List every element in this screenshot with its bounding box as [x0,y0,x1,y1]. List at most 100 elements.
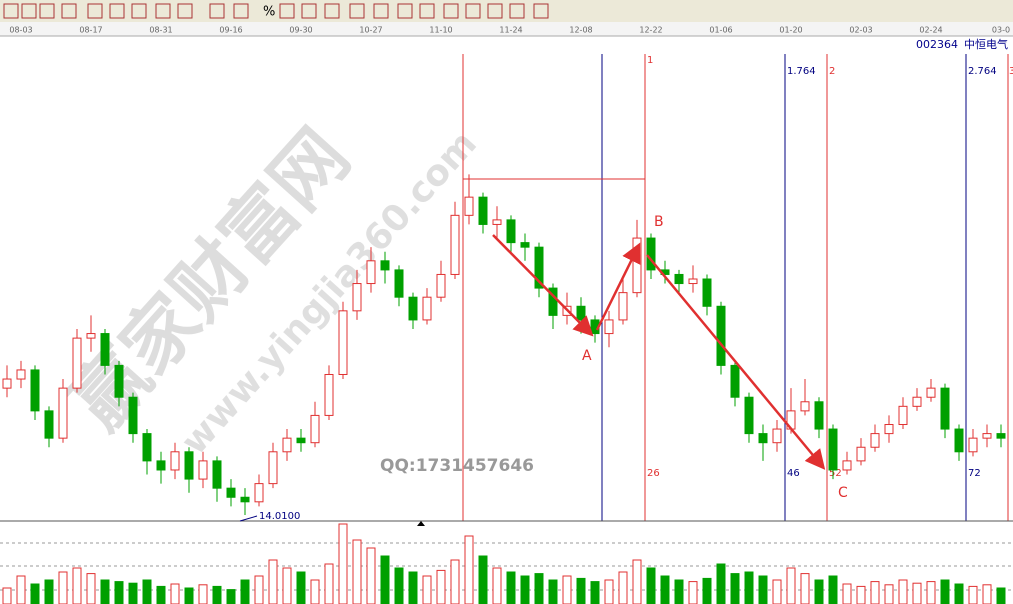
candle-body [58,387,68,439]
candle-body [198,460,208,480]
qq-text: QQ:1731457646 [380,456,534,476]
time-zone-label: 1 [647,55,653,66]
toolbar-icon[interactable] [509,3,525,19]
x-tick-label: 12-22 [639,26,662,35]
candle-body [800,401,810,412]
toolbar-icon[interactable] [324,3,340,19]
volume-bar [772,579,782,604]
toolbar-icon[interactable] [301,3,317,19]
candle-body [688,278,698,285]
toolbar-icon[interactable] [39,3,55,19]
candle-body [310,414,320,444]
x-tick-label: 02-03 [849,26,872,35]
toolbar-icon[interactable] [209,3,225,19]
candle-body [996,433,1006,439]
low-pointer [239,515,258,522]
volume-bar [884,584,894,604]
volume-bar [758,575,768,604]
x-tick-label: 12-08 [569,26,592,35]
candle-body [324,373,334,416]
volume-bar [786,567,796,604]
stock-name: 中恒电气 [964,37,1008,51]
volume-bar [324,563,334,604]
candle-body [408,296,418,321]
candle-body [982,433,992,439]
toolbar-icon[interactable] [465,3,481,19]
candle-body [170,451,180,471]
candle-body [576,305,586,321]
toolbar-icon[interactable] [443,3,459,19]
volume-bar [674,579,684,604]
wave-label: A [582,348,592,364]
wave-arrow [646,254,826,470]
stock-code: 002364 [916,38,958,51]
volume-bar [380,555,390,604]
candle-body [758,433,768,444]
x-tick-label: 08-31 [149,26,172,35]
volume-bar [16,575,26,604]
time-zone-label: 2 [829,66,835,77]
candle-body [534,246,544,289]
toolbar-icon[interactable] [21,3,37,19]
volume-bar [436,569,446,604]
toolbar-icon[interactable] [373,3,389,19]
toolbar-icon[interactable] [61,3,77,19]
toolbar-icon[interactable] [155,3,171,19]
volume-bar [842,583,852,604]
x-tick-label: 09-16 [219,26,242,35]
volume-bar [478,555,488,604]
time-zone-label: 2.764 [968,66,997,77]
toolbar-icon[interactable] [419,3,435,19]
volume-bar [170,583,180,604]
volume-bar [184,587,194,604]
volume-bar [898,579,908,604]
toolbar-icon[interactable] [177,3,193,19]
candle-body [44,410,54,439]
candle-body [338,310,348,375]
toolbar-icon[interactable] [533,3,549,19]
candle-body [72,337,82,389]
volume-bar [44,579,54,604]
x-tick-label: 11-24 [499,26,522,35]
toolbar-icon[interactable] [3,3,19,19]
candle-body [184,451,194,480]
candle-body [520,242,530,248]
x-tick-label: 03-0 [992,26,1010,35]
candle-body [954,428,964,453]
toolbar-icon[interactable] [109,3,125,19]
x-tick-label: 10-27 [359,26,382,35]
x-tick-label: 08-17 [79,26,102,35]
candle-body [506,219,516,244]
volume-bar [450,559,460,604]
wave-label: B [654,214,664,230]
candle-body [604,319,614,335]
volume-bar [492,567,502,604]
time-zone-count: 52 [829,468,842,479]
volume-bar [660,575,670,604]
candle-body [114,364,124,398]
toolbar-icon[interactable] [279,3,295,19]
candle-body [142,433,152,462]
candle-body [296,437,306,444]
volume-bar [534,573,544,604]
volume-bar [996,587,1006,604]
marker-triangle [417,521,425,526]
candle-body [394,269,404,298]
toolbar-icon[interactable] [487,3,503,19]
toolbar-percent[interactable]: % [263,5,275,20]
time-zone-count: 46 [787,468,800,479]
volume-bar [254,575,264,604]
toolbar-icon[interactable] [397,3,413,19]
toolbar-icon[interactable] [131,3,147,19]
candle-body [450,214,460,275]
volume-bar [856,585,866,604]
candle-body [380,260,390,271]
toolbar-icon[interactable] [233,3,249,19]
wave-label: C [838,485,848,501]
volume-bar [72,567,82,604]
toolbar-icon[interactable] [349,3,365,19]
candle-body [842,460,852,471]
toolbar-icon[interactable] [87,3,103,19]
volume-bar [800,573,810,604]
